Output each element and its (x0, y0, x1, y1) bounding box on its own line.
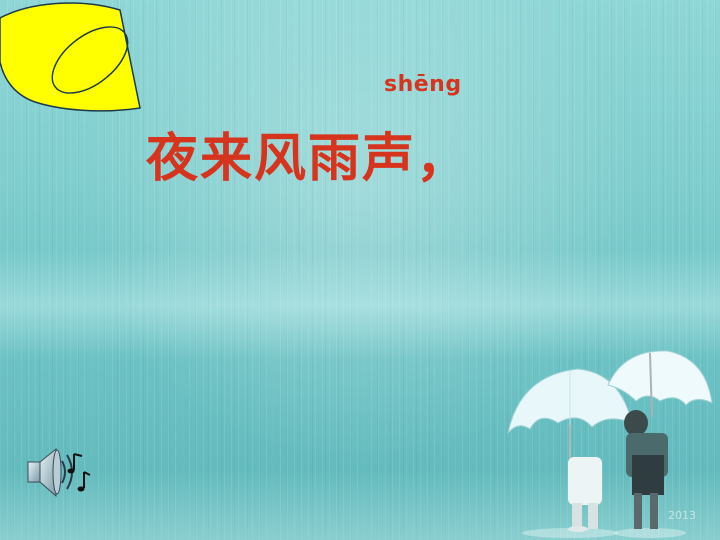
speaker-with-music-notes-icon[interactable] (24, 444, 96, 502)
poem-line: 夜来风雨声， (146, 129, 471, 189)
pinyin-annotation: shēng (384, 72, 462, 97)
yellow-crescent-decoration (0, 2, 141, 112)
mist-band (0, 250, 720, 360)
umbrella-figures-illustration: 2013 (507, 350, 713, 538)
watermark-text: 2013 (668, 509, 696, 522)
